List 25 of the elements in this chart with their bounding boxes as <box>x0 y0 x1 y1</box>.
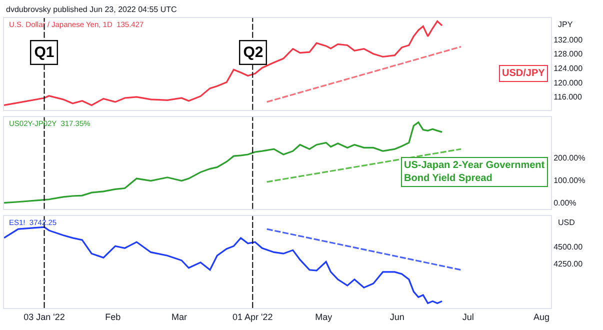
chart-title: dvdubrovsky published Jun 23, 2022 04:55 UTC <box>6 5 177 14</box>
x-tick-label: Aug <box>534 312 550 322</box>
x-tick-label: May <box>315 312 333 322</box>
annotation: US-Japan 2-Year Government Bond Yield Spread <box>404 160 546 184</box>
y-axis-title: JPY <box>558 20 574 29</box>
x-tick-label: 03 Jan '22 <box>24 312 65 322</box>
x-tick-label: Feb <box>105 312 121 322</box>
annotation: USD/JPY <box>502 68 546 79</box>
y-tick-label: 100.00% <box>554 176 586 185</box>
y-tick-label: 120.000 <box>554 78 584 88</box>
x-tick-label: Mar <box>171 312 187 322</box>
ref-line-label: Q2 <box>243 44 264 62</box>
y-axis-title: USD <box>558 218 576 227</box>
x-tick-label: 01 Apr '22 <box>232 312 273 322</box>
x-tick-label: Jul <box>462 312 474 322</box>
y-tick-label: 124.000 <box>554 64 584 74</box>
y-tick-label: 128.000 <box>554 50 584 59</box>
y-tick-label: 116.000 <box>554 92 582 102</box>
y-tick-label: 0.00% <box>554 198 576 208</box>
y-tick-label: 200.00% <box>554 153 586 162</box>
y-tick-label: 4250.00 <box>554 260 584 269</box>
y-tick-label: 132.000 <box>554 35 584 44</box>
ref-line-label: Q1 <box>34 44 54 62</box>
x-tick-label: Jun <box>390 312 404 322</box>
y-tick-label: 4500.00 <box>554 242 584 252</box>
